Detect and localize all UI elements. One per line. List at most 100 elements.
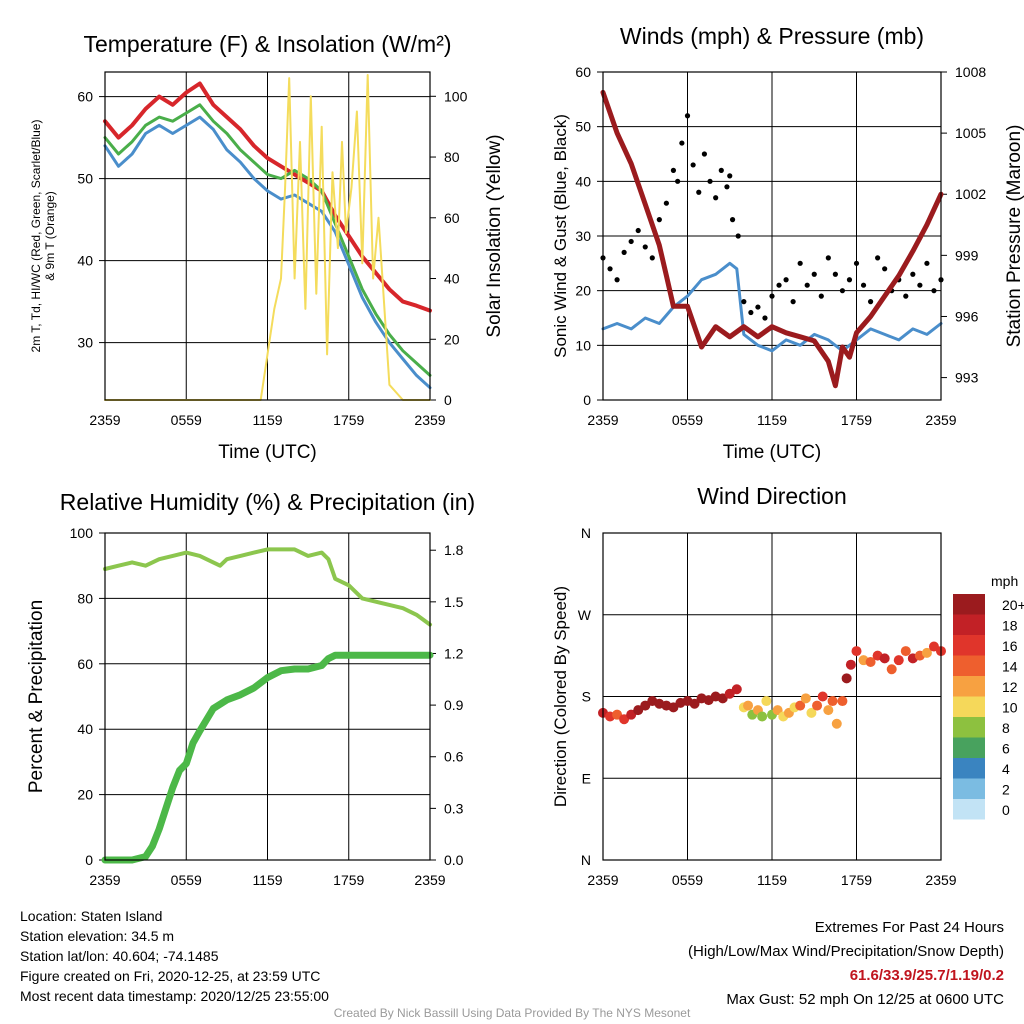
gust-point bbox=[696, 189, 702, 195]
legend-swatch bbox=[953, 799, 985, 820]
legend-swatch bbox=[953, 594, 985, 615]
direction-point bbox=[817, 691, 828, 702]
x-tick-label: 2359 bbox=[925, 872, 956, 888]
y2-tick-label: 1.8 bbox=[444, 542, 464, 558]
gust-point bbox=[649, 255, 655, 261]
legend-swatch bbox=[953, 635, 985, 656]
y-tick-label: 80 bbox=[77, 590, 93, 606]
chart-title: Relative Humidity (%) & Precipitation (i… bbox=[60, 489, 475, 515]
gust-point bbox=[713, 195, 719, 201]
y-tick-label: 100 bbox=[70, 525, 94, 541]
y2-tick-label: 0.9 bbox=[444, 697, 464, 713]
direction-point bbox=[800, 693, 811, 704]
direction-point bbox=[689, 698, 700, 709]
direction-point bbox=[761, 696, 772, 707]
x-tick-label: 2359 bbox=[89, 412, 120, 428]
direction-point bbox=[886, 664, 897, 675]
series-line bbox=[103, 115, 432, 390]
legend-swatch bbox=[953, 696, 985, 717]
y-tick-label: 0 bbox=[85, 852, 93, 868]
gust-point bbox=[783, 277, 789, 283]
x-tick-label: 1159 bbox=[252, 412, 282, 428]
direction-point bbox=[851, 646, 862, 657]
gust-point bbox=[825, 255, 831, 261]
gust-point bbox=[804, 282, 810, 288]
gust-point bbox=[735, 233, 741, 239]
y-tick-label: 0 bbox=[583, 392, 591, 408]
y-tick-label: 10 bbox=[575, 337, 591, 353]
x-tick-label: 2359 bbox=[414, 872, 445, 888]
y-tick-label: 20 bbox=[77, 787, 93, 803]
extremes-legend: (High/Low/Max Wind/Precipitation/Snow De… bbox=[688, 943, 1004, 960]
y-tick-label: 30 bbox=[77, 335, 93, 351]
x-axis-label: Time (UTC) bbox=[723, 442, 822, 463]
chart-title: Temperature (F) & Insolation (W/m²) bbox=[83, 31, 451, 57]
winds-pressure-panel: 2359 0559 1159 1759 2359 0 10 20 30 40 50 60 993 996 9… bbox=[551, 23, 1024, 463]
gust-point bbox=[670, 167, 677, 173]
gust-point bbox=[860, 282, 867, 288]
max-gust-text: Max Gust: 52 mph On 12/25 at 0600 UTC bbox=[726, 991, 1004, 1008]
x-tick-label: 2359 bbox=[925, 412, 956, 428]
series-line bbox=[103, 103, 432, 377]
extremes-info: Extremes For Past 24 Hours (High/Low/Max… bbox=[688, 916, 1004, 1012]
gust-point bbox=[924, 260, 930, 266]
y-tick-label: 40 bbox=[77, 721, 93, 737]
y2-tick-label: 100 bbox=[444, 88, 468, 104]
direction-point bbox=[837, 696, 848, 707]
x-tick-label: 1759 bbox=[333, 412, 364, 428]
gust-point bbox=[762, 315, 768, 321]
y2-tick-label: 993 bbox=[955, 370, 979, 386]
y-tick-label: 60 bbox=[575, 64, 591, 80]
legend-swatch bbox=[953, 778, 985, 799]
plot-frame bbox=[602, 71, 942, 401]
x-tick-label: 2359 bbox=[587, 872, 618, 888]
y2-tick-label: 0 bbox=[444, 392, 452, 408]
direction-point bbox=[879, 653, 890, 664]
legend-title: mph bbox=[991, 573, 1018, 589]
legend-label: 0 bbox=[1002, 802, 1010, 818]
y-tick-label: 60 bbox=[77, 656, 93, 672]
gust-point bbox=[621, 249, 627, 255]
legend-label: 18 bbox=[1002, 618, 1018, 634]
y2-tick-label: 1008 bbox=[955, 64, 986, 80]
y2-tick-label: 60 bbox=[444, 210, 460, 226]
x-tick-label: 0559 bbox=[672, 412, 703, 428]
legend-label: 6 bbox=[1002, 741, 1010, 757]
x-tick-label: 0559 bbox=[672, 872, 703, 888]
x-tick-label: 1159 bbox=[252, 872, 282, 888]
gust-point bbox=[707, 178, 713, 184]
y-axis-label: & 9m T (Orange) bbox=[43, 191, 57, 281]
elevation-text: Station elevation: 34.5 m bbox=[20, 928, 175, 944]
direction-point bbox=[900, 646, 911, 657]
gust-point bbox=[839, 288, 846, 294]
plot-frame bbox=[602, 532, 942, 861]
y-tick-label: 20 bbox=[575, 283, 591, 299]
x-axis-label: Time (UTC) bbox=[218, 442, 317, 463]
direction-point bbox=[743, 700, 754, 711]
legend-swatch bbox=[953, 758, 985, 779]
y-tick-label: 40 bbox=[77, 253, 93, 269]
y-tick-label: N bbox=[581, 852, 591, 868]
gust-point bbox=[724, 184, 730, 190]
direction-point bbox=[865, 656, 876, 667]
gust-point bbox=[903, 293, 909, 299]
x-tick-label: 0559 bbox=[171, 412, 202, 428]
y2-tick-label: 40 bbox=[444, 271, 460, 287]
y2-tick-label: 80 bbox=[444, 149, 460, 165]
gust-point bbox=[811, 271, 817, 277]
y-tick-label: 40 bbox=[575, 173, 591, 189]
legend-label: 12 bbox=[1002, 679, 1018, 695]
y2-tick-label: 1.2 bbox=[444, 645, 464, 661]
gust-point bbox=[797, 260, 803, 266]
series-line bbox=[104, 74, 431, 401]
gust-point bbox=[614, 277, 620, 283]
y2-tick-label: 999 bbox=[955, 247, 979, 263]
series-line bbox=[103, 81, 432, 313]
temperature-insolation-panel: 2359 0559 1159 1759 2359 30 40 50 60 0 20 40 60 80 100… bbox=[29, 31, 505, 463]
direction-point bbox=[845, 659, 856, 670]
gust-point bbox=[663, 200, 669, 206]
direction-point bbox=[812, 700, 823, 711]
gust-point bbox=[684, 113, 691, 119]
series-line bbox=[101, 651, 434, 864]
